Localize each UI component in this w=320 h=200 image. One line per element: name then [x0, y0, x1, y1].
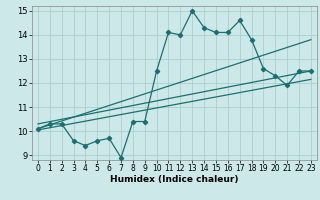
X-axis label: Humidex (Indice chaleur): Humidex (Indice chaleur): [110, 175, 239, 184]
